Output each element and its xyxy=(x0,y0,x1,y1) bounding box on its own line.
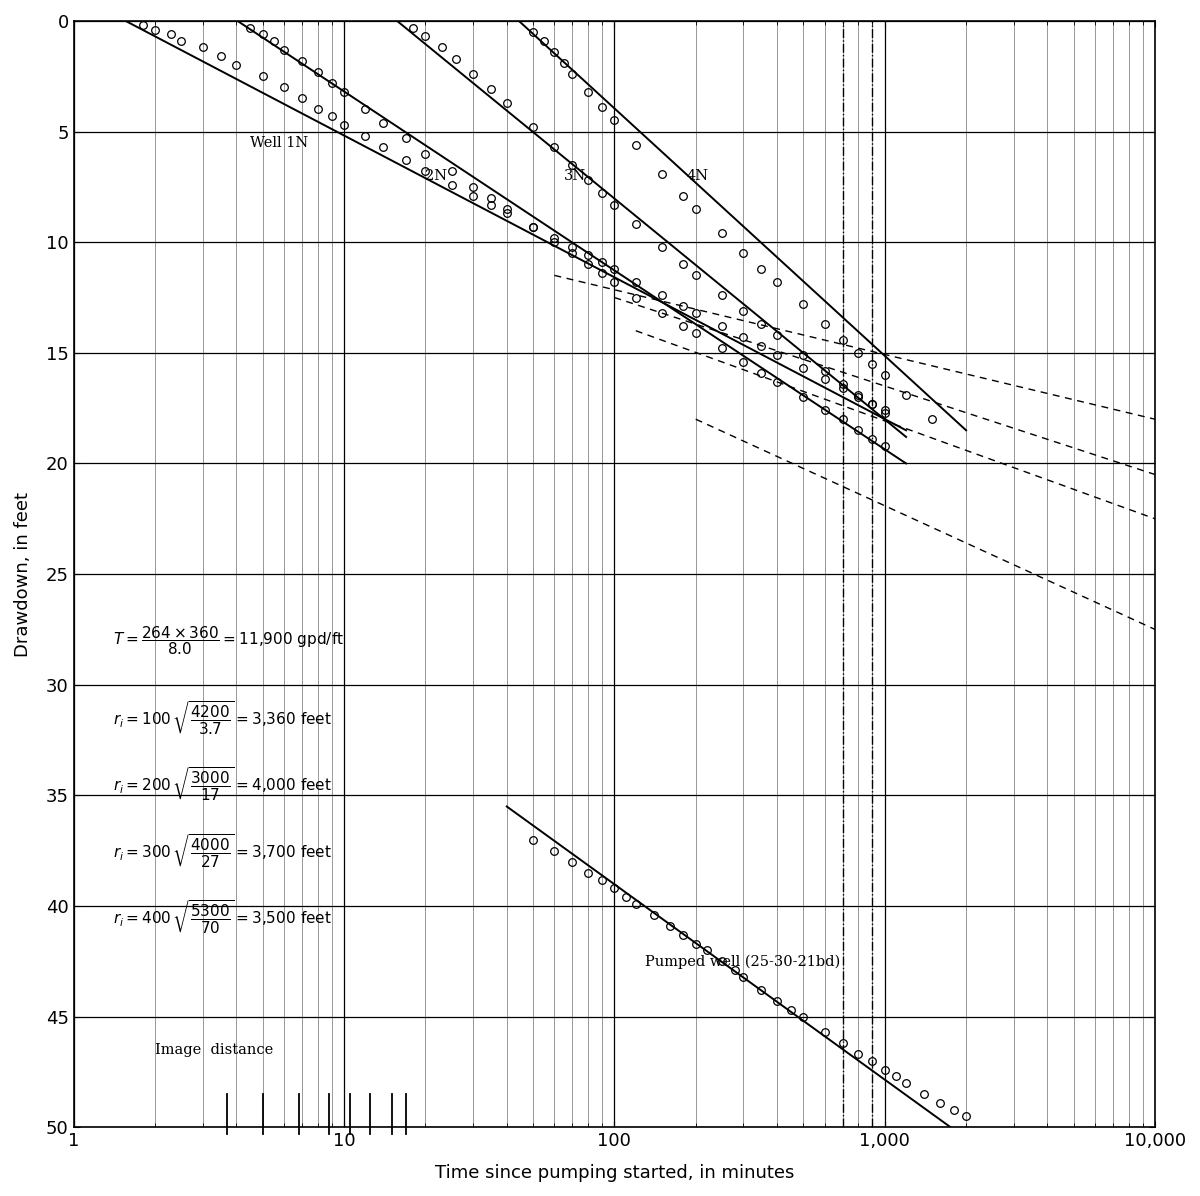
Text: $r_i = 400\,\sqrt{\dfrac{5300}{70}} = 3{,}500\ \mathrm{feet}$: $r_i = 400\,\sqrt{\dfrac{5300}{70}} = 3{… xyxy=(113,898,332,936)
Text: $r_i = 100\,\sqrt{\dfrac{4200}{3.7}} = 3{,}360\ \mathrm{feet}$: $r_i = 100\,\sqrt{\dfrac{4200}{3.7}} = 3… xyxy=(113,700,332,737)
Text: 3N: 3N xyxy=(564,169,586,183)
Text: $r_i = 200\,\sqrt{\dfrac{3000}{17}} = 4{,}000\ \mathrm{feet}$: $r_i = 200\,\sqrt{\dfrac{3000}{17}} = 4{… xyxy=(113,765,332,804)
Text: Well 1N: Well 1N xyxy=(251,135,308,150)
Text: $r_i = 300\,\sqrt{\dfrac{4000}{27}} = 3{,}700\ \mathrm{feet}$: $r_i = 300\,\sqrt{\dfrac{4000}{27}} = 3{… xyxy=(113,832,332,869)
Text: 4N: 4N xyxy=(686,169,709,183)
X-axis label: Time since pumping started, in minutes: Time since pumping started, in minutes xyxy=(434,1164,794,1182)
Text: $T = \dfrac{264 \times 360}{8.0} = 11{,}900\ \mathrm{gpd/ft}$: $T = \dfrac{264 \times 360}{8.0} = 11{,}… xyxy=(113,624,344,657)
Text: 2N: 2N xyxy=(425,169,448,183)
Text: Image  distance: Image distance xyxy=(155,1043,274,1057)
Y-axis label: Drawdown, in feet: Drawdown, in feet xyxy=(14,492,32,657)
Text: Pumped well (25-30-21bd): Pumped well (25-30-21bd) xyxy=(646,954,840,969)
